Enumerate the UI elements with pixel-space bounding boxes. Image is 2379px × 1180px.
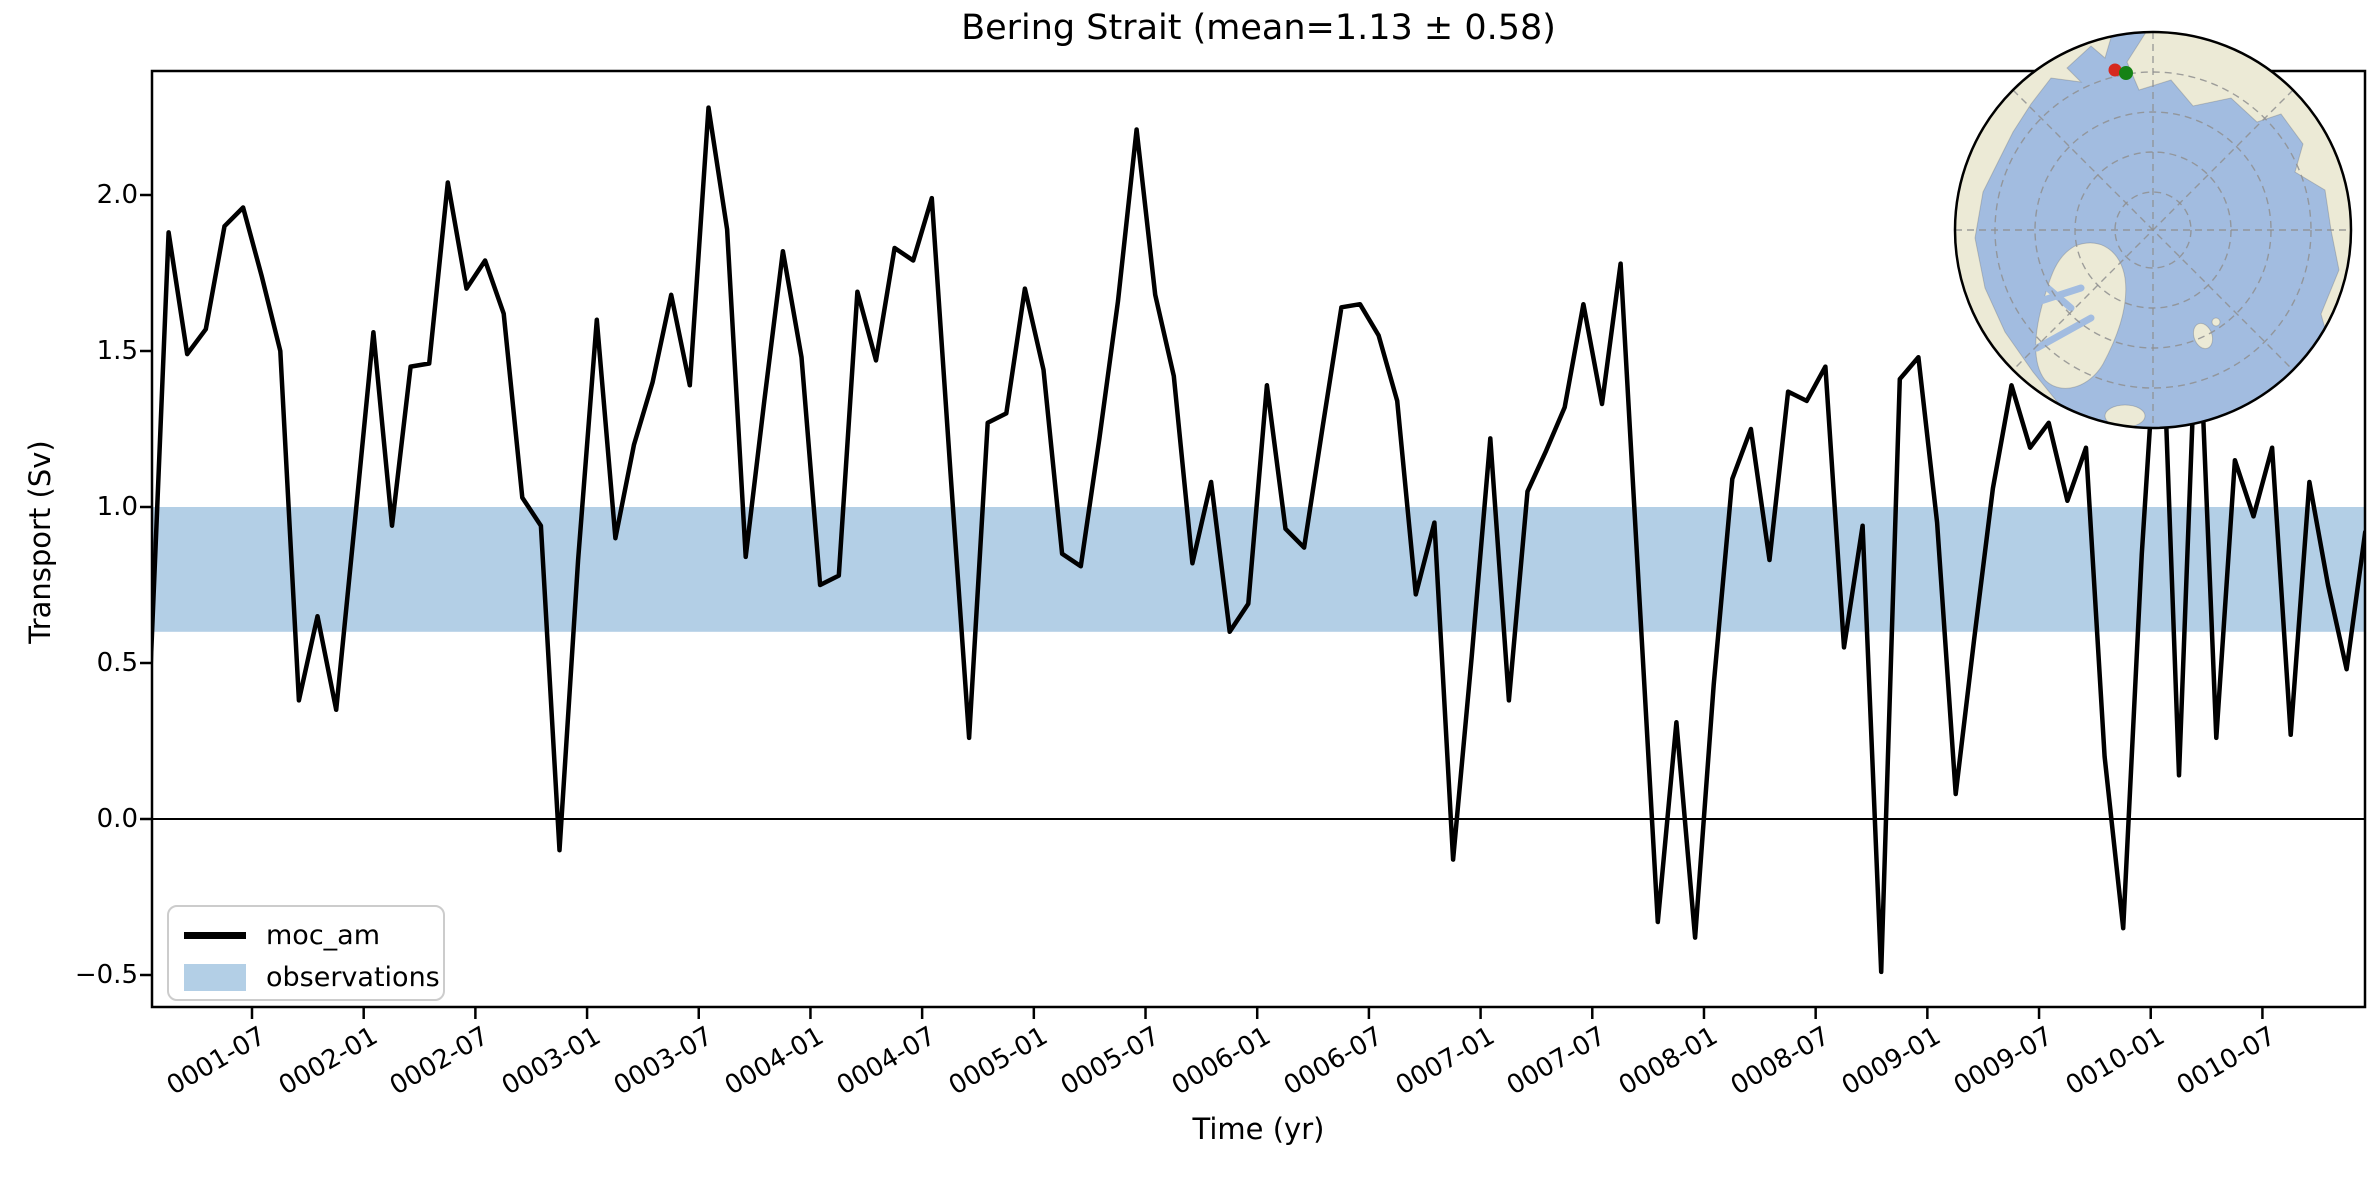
x-axis-label: Time (yr) [1192, 1112, 1325, 1146]
y-tick-label: 0.0 [96, 804, 138, 834]
map-channel [2033, 314, 2095, 352]
y-tick-label: −0.5 [74, 960, 138, 990]
observations-band [152, 507, 2365, 632]
map-graticule-meridian [2012, 89, 2294, 371]
page-title: Bering Strait (mean=1.13 ± 0.58) [961, 8, 1556, 48]
legend-patch-swatch [184, 963, 246, 991]
map-gulf [2293, 190, 2315, 240]
y-tick-label: 1.0 [96, 492, 138, 522]
y-tick-label: 2.0 [96, 180, 138, 210]
legend-item-observations: observations [169, 957, 440, 997]
legend: moc_am observations [167, 905, 445, 1001]
map-baltic-sea [2249, 354, 2290, 405]
map-land-svalbard-islet [2211, 317, 2221, 327]
legend-line-swatch [184, 931, 246, 939]
legend-label-moc-am: moc_am [266, 919, 381, 951]
legend-label-observations: observations [266, 961, 440, 993]
green-marker-dot [2119, 66, 2133, 80]
moc-am-line [152, 105, 2365, 975]
map-graticule-circle [2114, 191, 2192, 269]
plot-frame [150, 69, 2367, 1009]
map-outline [1953, 30, 2353, 430]
y-axis-label: Transport (Sv) [23, 440, 57, 644]
y-tick-label: 0.5 [96, 648, 138, 678]
map-channel [2015, 284, 2085, 312]
y-tick-label: 1.5 [96, 336, 138, 366]
red-marker-dot [2108, 63, 2122, 77]
legend-item-moc-am: moc_am [169, 915, 380, 955]
